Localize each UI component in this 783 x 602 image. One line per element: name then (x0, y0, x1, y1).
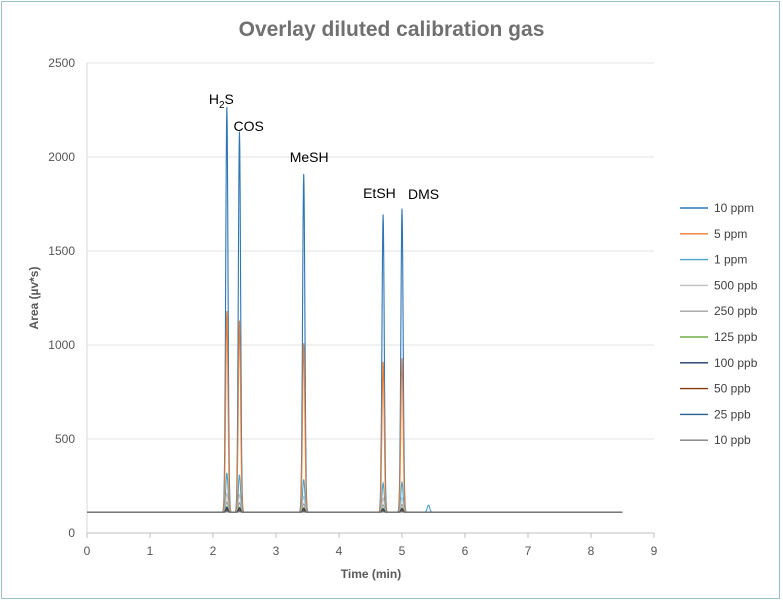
chart-title: Overlay diluted calibration gas (238, 18, 545, 41)
y-tick-label: 2000 (48, 150, 75, 164)
x-tick-label: 9 (651, 544, 658, 558)
x-tick-label: 5 (399, 544, 406, 558)
x-tick-label: 6 (462, 544, 469, 558)
series-line-500-ppb (87, 492, 623, 513)
peak-label: H2S (209, 91, 234, 111)
legend-label: 5 ppm (714, 227, 747, 241)
x-tick-label: 0 (84, 544, 91, 558)
y-tick-label: 500 (55, 432, 75, 446)
y-tick-label: 1000 (48, 338, 75, 352)
legend-label: 1 ppm (714, 253, 747, 267)
y-tick-label: 0 (68, 526, 75, 540)
y-tick-label: 2500 (48, 56, 75, 70)
x-tick-label: 3 (273, 544, 280, 558)
legend-label: 500 ppb (714, 278, 758, 292)
series-line-10-ppm (87, 107, 623, 513)
series-line-125-ppb (87, 506, 623, 513)
peak-label: MeSH (290, 149, 329, 165)
legend-label: 250 ppb (714, 304, 758, 318)
x-tick-label: 4 (336, 544, 343, 558)
legend-label: 25 ppb (714, 407, 751, 421)
x-tick-label: 8 (588, 544, 595, 558)
series-line-250-ppb (87, 501, 623, 513)
x-tick-label: 1 (147, 544, 154, 558)
legend-label: 10 ppb (714, 433, 751, 447)
legend-label: 125 ppb (714, 330, 758, 344)
y-tick-label: 1500 (48, 244, 75, 258)
x-tick-label: 2 (210, 544, 217, 558)
series-line-10-ppb (87, 511, 623, 513)
series-line-5-ppm (87, 311, 623, 513)
legend-label: 10 ppm (714, 201, 754, 215)
peak-label: DMS (408, 186, 439, 202)
x-axis-title: Time (min) (341, 567, 401, 581)
y-axis-title: Area (µv*s) (27, 267, 41, 330)
legend-label: 50 ppb (714, 382, 751, 396)
legend-label: 100 ppb (714, 356, 758, 370)
series-line-100-ppb (87, 506, 623, 513)
x-tick-label: 7 (525, 544, 532, 558)
peak-label: COS (233, 118, 263, 134)
peak-label: EtSH (363, 185, 396, 201)
series-line-1-ppm (87, 472, 623, 513)
